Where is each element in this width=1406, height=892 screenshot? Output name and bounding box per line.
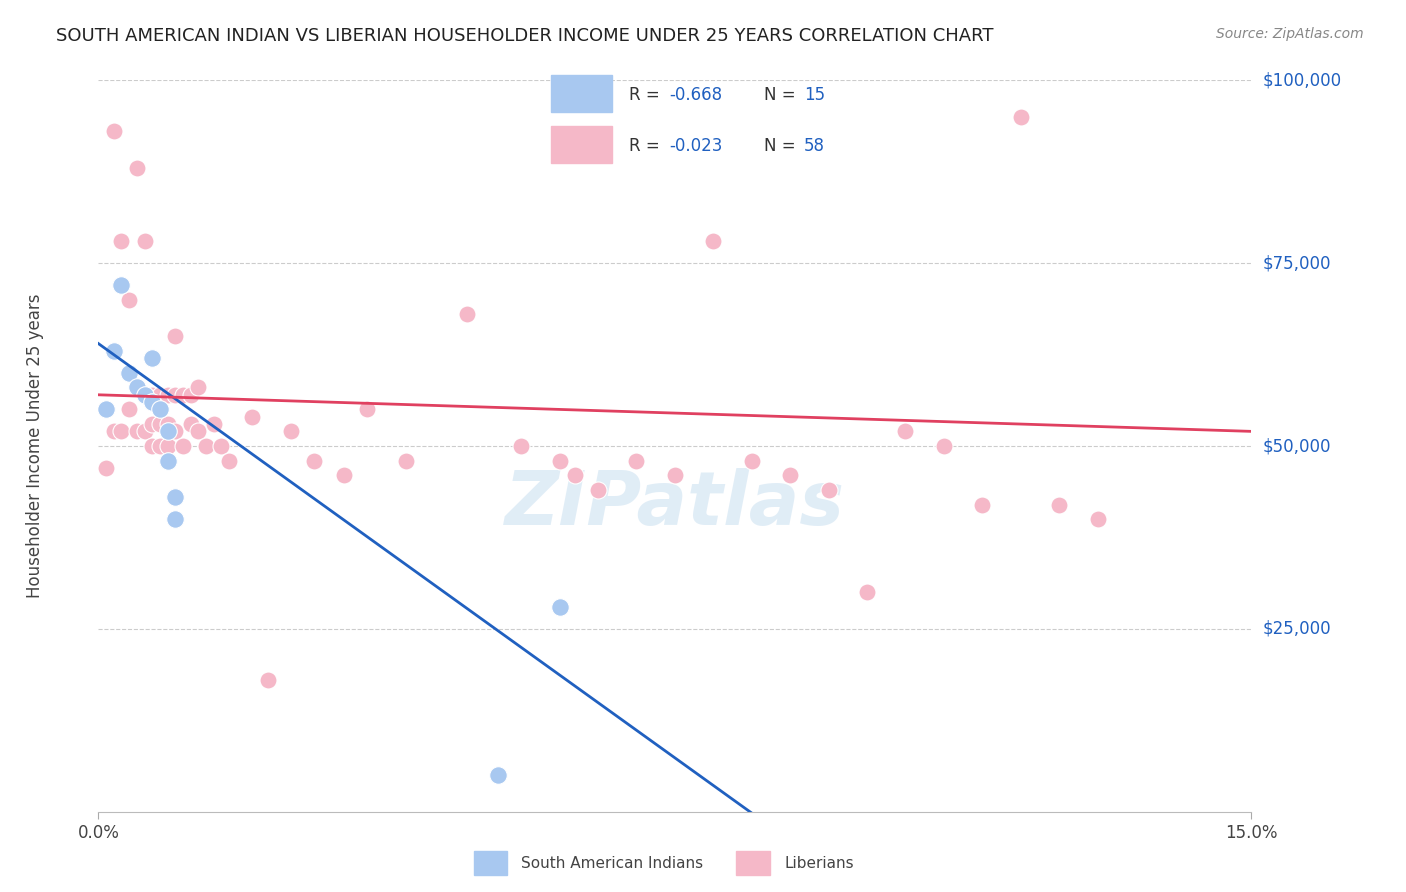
Point	[894, 425, 917, 439]
Point	[586, 483, 609, 497]
Point	[932, 439, 955, 453]
Point	[240, 409, 263, 424]
Point	[125, 380, 148, 394]
Point	[187, 425, 209, 439]
Point	[149, 402, 172, 417]
Text: $75,000: $75,000	[1263, 254, 1331, 272]
Point	[103, 425, 125, 439]
Point	[149, 417, 172, 431]
Point	[165, 329, 187, 343]
Text: 58: 58	[804, 137, 825, 155]
Point	[302, 453, 325, 467]
Text: Householder Income Under 25 years: Householder Income Under 25 years	[25, 293, 44, 599]
Point	[156, 425, 179, 439]
Point	[110, 234, 132, 248]
Point	[165, 388, 187, 402]
Point	[94, 402, 117, 417]
Text: SOUTH AMERICAN INDIAN VS LIBERIAN HOUSEHOLDER INCOME UNDER 25 YEARS CORRELATION : SOUTH AMERICAN INDIAN VS LIBERIAN HOUSEH…	[56, 27, 994, 45]
Point	[486, 768, 509, 782]
Text: R =: R =	[628, 86, 665, 103]
Point	[156, 439, 179, 453]
Point	[134, 234, 156, 248]
Point	[1047, 498, 1070, 512]
Point	[125, 425, 148, 439]
Point	[548, 453, 571, 467]
Point	[149, 388, 172, 402]
Text: ZIPatlas: ZIPatlas	[505, 468, 845, 541]
Point	[141, 388, 163, 402]
Point	[110, 425, 132, 439]
Point	[856, 585, 879, 599]
Text: $25,000: $25,000	[1263, 620, 1331, 638]
Point	[195, 439, 218, 453]
Point	[94, 461, 117, 475]
Text: South American Indians: South American Indians	[522, 855, 703, 871]
Point	[165, 490, 187, 504]
Point	[256, 673, 278, 687]
Text: N =: N =	[763, 86, 800, 103]
Point	[741, 453, 763, 467]
Point	[395, 453, 418, 467]
Text: $50,000: $50,000	[1263, 437, 1331, 455]
Point	[548, 599, 571, 614]
Text: $100,000: $100,000	[1263, 71, 1341, 89]
Point	[180, 417, 202, 431]
Point	[156, 453, 179, 467]
Text: R =: R =	[628, 137, 665, 155]
Point	[356, 402, 378, 417]
Point	[103, 124, 125, 138]
Point	[218, 453, 240, 467]
Bar	[474, 851, 508, 875]
Point	[165, 512, 187, 526]
Point	[134, 388, 156, 402]
Point	[141, 417, 163, 431]
Text: Liberians: Liberians	[785, 855, 853, 871]
Point	[141, 439, 163, 453]
Point	[972, 498, 994, 512]
Bar	[551, 126, 612, 163]
Text: -0.023: -0.023	[669, 137, 723, 155]
Point	[1087, 512, 1109, 526]
Point	[149, 439, 172, 453]
Point	[510, 439, 533, 453]
Point	[779, 468, 801, 483]
Point	[564, 468, 586, 483]
Point	[202, 417, 225, 431]
Point	[456, 307, 478, 321]
Point	[626, 453, 648, 467]
Point	[817, 483, 839, 497]
Point	[125, 161, 148, 175]
Text: -0.668: -0.668	[669, 86, 723, 103]
Point	[141, 351, 163, 366]
Point	[1010, 110, 1032, 124]
Point	[187, 380, 209, 394]
Point	[141, 395, 163, 409]
Point	[172, 439, 194, 453]
Bar	[737, 851, 770, 875]
Point	[118, 402, 141, 417]
Text: N =: N =	[763, 137, 800, 155]
Point	[280, 425, 302, 439]
Point	[333, 468, 356, 483]
Text: 15: 15	[804, 86, 825, 103]
Point	[134, 425, 156, 439]
Point	[172, 388, 194, 402]
Point	[702, 234, 724, 248]
Point	[118, 366, 141, 380]
Point	[209, 439, 232, 453]
Point	[156, 388, 179, 402]
Point	[156, 417, 179, 431]
Point	[664, 468, 686, 483]
Point	[118, 293, 141, 307]
Point	[180, 388, 202, 402]
Point	[165, 425, 187, 439]
Bar	[551, 75, 612, 112]
Point	[103, 343, 125, 358]
Text: Source: ZipAtlas.com: Source: ZipAtlas.com	[1216, 27, 1364, 41]
Point	[110, 278, 132, 293]
